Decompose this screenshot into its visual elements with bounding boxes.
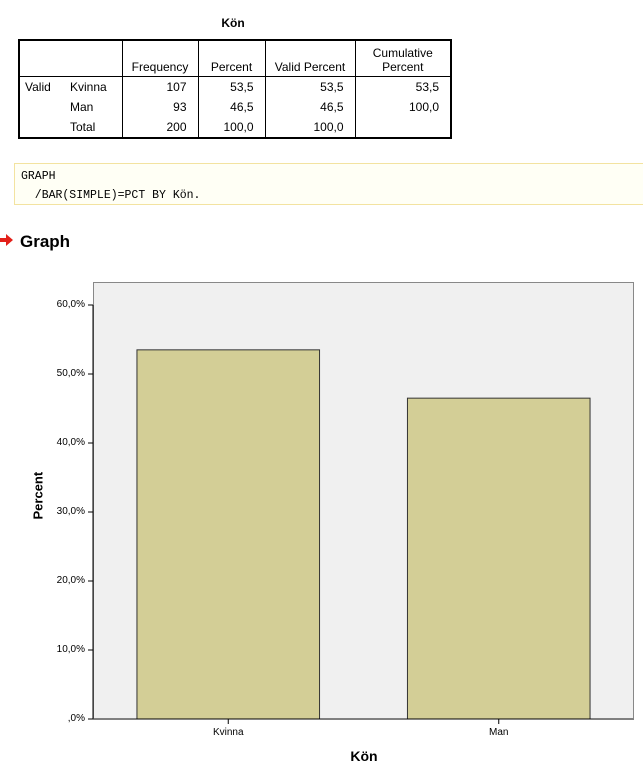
x-axis-label: Kön: [350, 748, 378, 764]
bar: [136, 349, 321, 720]
percent-cell: 100,0: [197, 117, 265, 138]
row-group-label: Valid: [25, 80, 51, 94]
frequency-cell: 107: [121, 76, 198, 97]
arrow-right-icon: [0, 233, 14, 252]
table-row: Total 200 100,0 100,0: [19, 117, 451, 138]
y-axis-label: Percent: [30, 471, 46, 520]
cumulative-percent-cell: 53,5: [354, 76, 451, 97]
frequency-cell: 200: [121, 117, 198, 138]
row-label: Kvinna: [70, 80, 107, 94]
column-header: Percent: [197, 40, 265, 77]
percent-cell: 46,5: [197, 97, 265, 117]
cumulative-percent-cell: [354, 117, 451, 138]
table-title: Kön: [221, 16, 245, 30]
bar: [406, 397, 591, 720]
cumulative-percent-cell: 100,0: [354, 97, 451, 117]
y-tick-label: 40,0%: [56, 437, 85, 448]
y-tick-label: 10,0%: [56, 644, 85, 655]
valid-percent-cell: 53,5: [264, 76, 355, 97]
syntax-line: /BAR(SIMPLE)=PCT BY Kön.: [21, 189, 201, 202]
frequency-table: Frequency Percent Valid Percent Cumulati…: [18, 39, 452, 139]
y-tick-label: 20,0%: [56, 575, 85, 586]
row-label: Man: [70, 100, 94, 114]
percent-cell: 53,5: [197, 76, 265, 97]
column-header: Valid Percent: [264, 40, 355, 77]
y-tick-label: 30,0%: [56, 506, 85, 517]
row-label: Total: [70, 120, 96, 134]
y-tick-label: 60,0%: [56, 299, 85, 310]
y-tick-label: ,0%: [67, 713, 85, 724]
y-tick-label: 50,0%: [56, 368, 85, 379]
table-row: Valid Kvinna 107 53,5 53,5 53,5: [19, 76, 451, 97]
column-header: Cumulative Percent: [354, 40, 451, 77]
syntax-line: GRAPH: [21, 170, 56, 183]
syntax-block[interactable]: GRAPH /BAR(SIMPLE)=PCT BY Kön.: [14, 163, 643, 205]
x-tick-label: Man: [489, 727, 509, 738]
column-header: Frequency: [121, 40, 198, 77]
valid-percent-cell: 100,0: [264, 117, 355, 138]
table-stub-header: [19, 40, 122, 77]
valid-percent-cell: 46,5: [264, 97, 355, 117]
output-heading: Graph: [20, 232, 71, 251]
table-row: Man 93 46,5 46,5 100,0: [19, 97, 451, 117]
x-tick-label: Kvinna: [212, 727, 244, 738]
frequency-cell: 93: [121, 97, 198, 117]
